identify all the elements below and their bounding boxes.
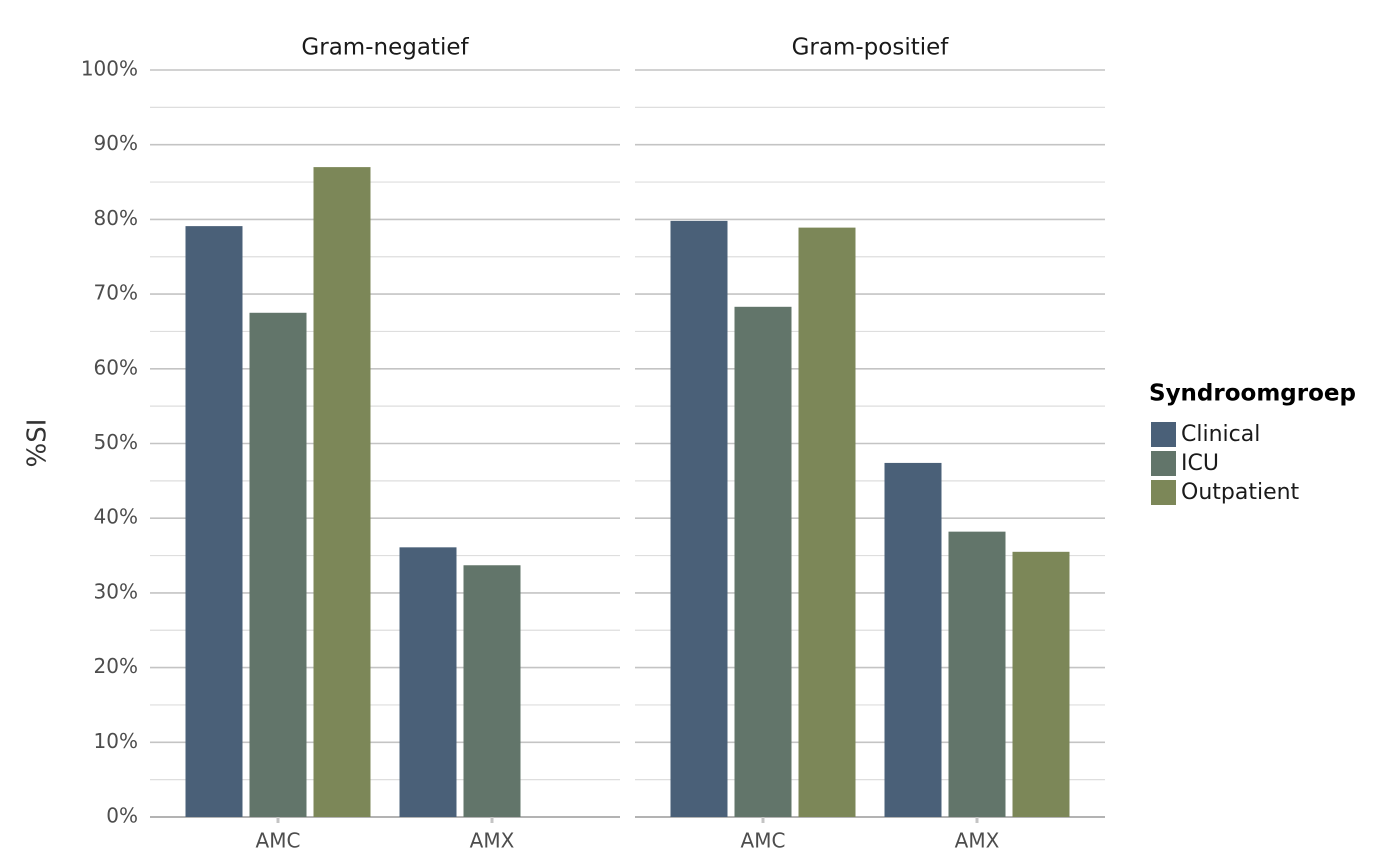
panel-title: Gram-positief [792,35,950,61]
bar-outpatient-amx [1012,551,1070,817]
x-tick-label: AMC [256,829,301,853]
legend-label-outpatient: Outpatient [1181,480,1300,505]
bar-outpatient-amc [313,167,371,818]
legend-swatch-clinical [1151,422,1176,447]
legend: Syndroomgroep Clinical ICU Outpatient [1149,381,1356,505]
y-tick-label: 80% [94,206,138,230]
y-tick-label: 10% [94,729,138,753]
y-tick-label: 50% [94,430,138,454]
bar-icu-amx [463,565,521,817]
bar-clinical-amx [884,462,942,817]
x-tick-label: AMC [741,829,786,853]
bars [185,167,1070,818]
legend-label-clinical: Clinical [1181,422,1260,447]
y-tick-label: 60% [94,355,138,379]
y-tick-label: 90% [94,131,138,155]
bar-clinical-amc [185,226,243,818]
bar-outpatient-amc [798,227,856,817]
legend-swatch-icu [1151,451,1176,476]
legend-title: Syndroomgroep [1149,381,1356,407]
bar-icu-amc [734,306,792,817]
axes: Gram-negatief AMC AMX Gram-positief AMC AMX 0%… [81,35,1000,853]
bar-clinical-amc [670,220,728,818]
x-tick-label: AMX [955,829,1000,853]
y-tick-label: 30% [94,579,138,603]
legend-label-icu: ICU [1181,451,1219,476]
legend-swatch-outpatient [1151,480,1176,505]
y-axis-title: %SI [23,419,53,468]
bar-icu-amc [249,312,307,817]
y-tick-label: 70% [94,281,138,305]
y-tick-label: 40% [94,505,138,529]
y-tick-label: 0% [106,804,138,828]
y-tick-label: 100% [81,57,138,81]
x-tick-label: AMX [470,829,515,853]
bar-clinical-amx [399,547,457,817]
y-tick-label: 20% [94,654,138,678]
bar-icu-amx [948,531,1006,817]
panel-title: Gram-negatief [301,35,469,61]
